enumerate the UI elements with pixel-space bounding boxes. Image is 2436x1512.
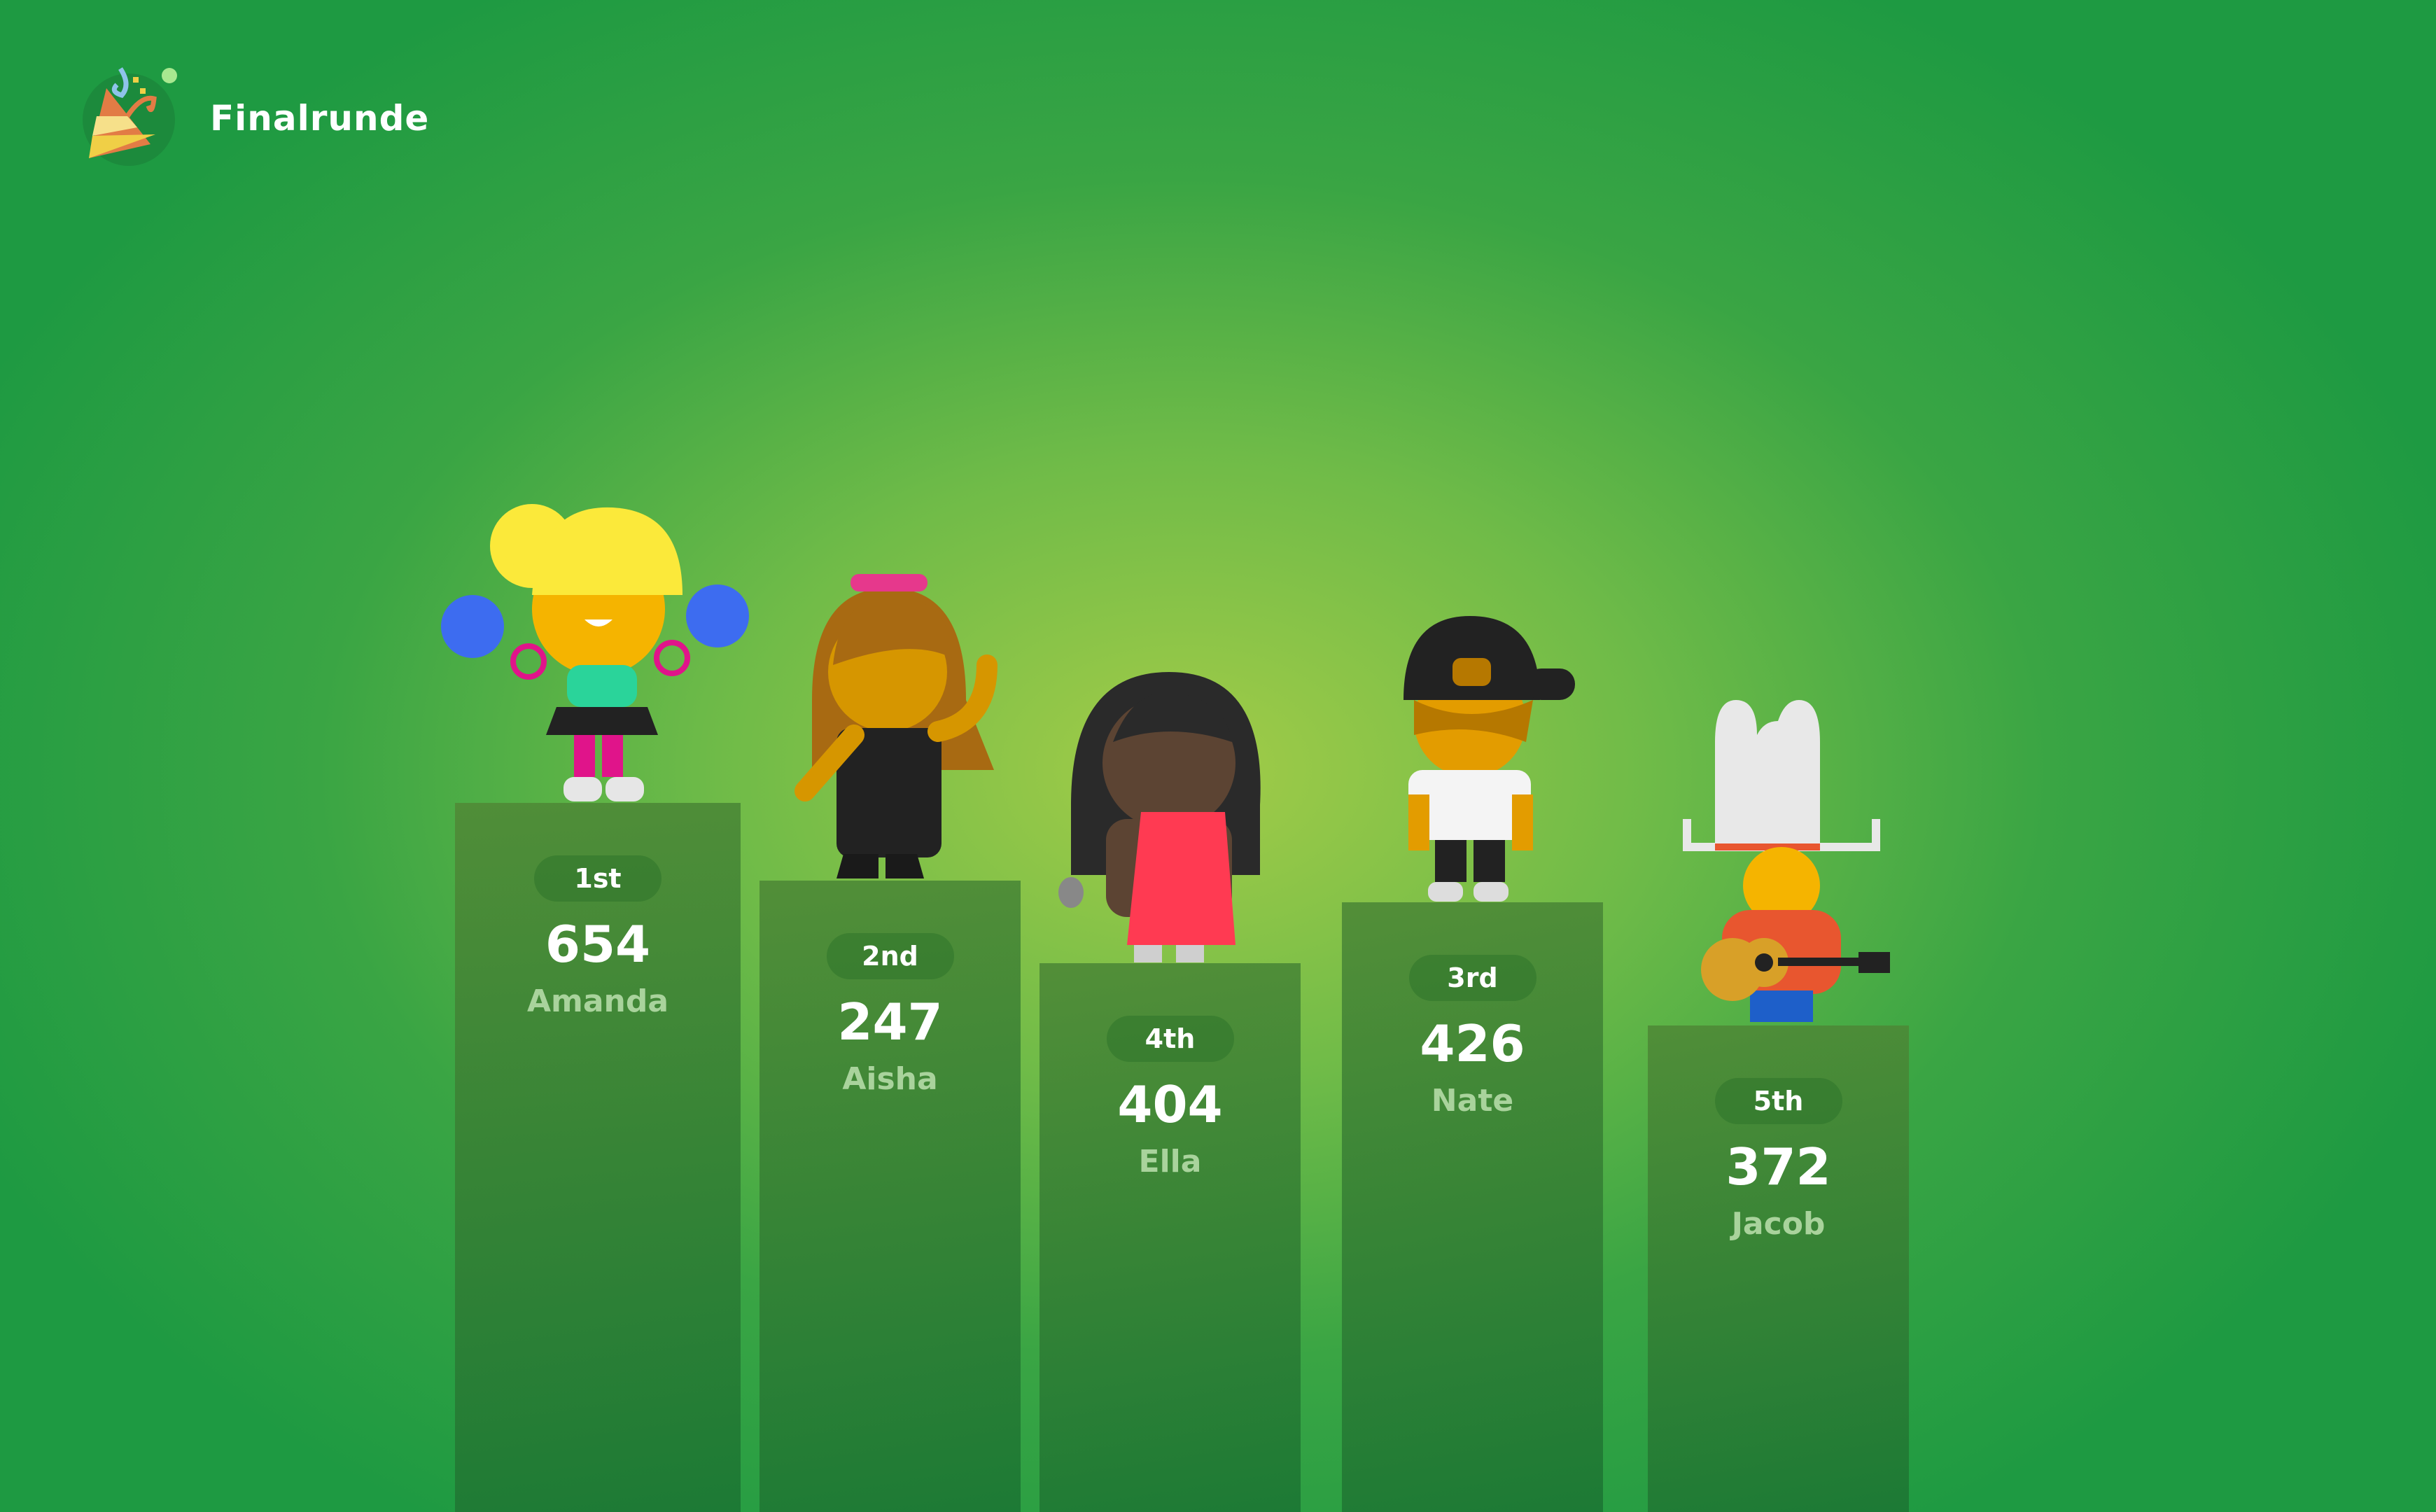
podium-column-ella: 4th 404 Ella xyxy=(1040,963,1301,1512)
party-popper-icon xyxy=(83,67,177,166)
podium-column-nate: 3rd 426 Nate xyxy=(1342,902,1603,1512)
score: 426 xyxy=(1420,1014,1525,1073)
player-name: Nate xyxy=(1431,1083,1514,1119)
score: 247 xyxy=(837,993,943,1051)
player-name: Aisha xyxy=(842,1061,938,1097)
podium-column-aisha: 2nd 247 Aisha xyxy=(760,881,1021,1512)
podium-column-amanda: 1st 654 Amanda xyxy=(455,803,741,1512)
rank-badge: 4th xyxy=(1106,1016,1234,1062)
character-nate xyxy=(1404,616,1575,902)
player-name: Amanda xyxy=(526,983,669,1019)
player-name: Jacob xyxy=(1731,1206,1826,1242)
score: 372 xyxy=(1726,1138,1831,1196)
player-name: Ella xyxy=(1138,1144,1202,1180)
character-amanda xyxy=(441,504,749,802)
character-jacob xyxy=(1683,700,1890,1022)
rank-badge: 3rd xyxy=(1408,955,1536,1001)
character-ella xyxy=(1058,672,1261,962)
character-aisha xyxy=(794,574,997,878)
score: 654 xyxy=(545,915,651,974)
podium-column-jacob: 5th 372 Jacob xyxy=(1648,1026,1909,1512)
app-title: Finalrunde xyxy=(210,98,430,139)
rank-badge: 2nd xyxy=(826,933,954,979)
rank-badge: 1st xyxy=(534,855,662,902)
rank-badge: 5th xyxy=(1714,1078,1842,1124)
score: 404 xyxy=(1117,1075,1223,1134)
